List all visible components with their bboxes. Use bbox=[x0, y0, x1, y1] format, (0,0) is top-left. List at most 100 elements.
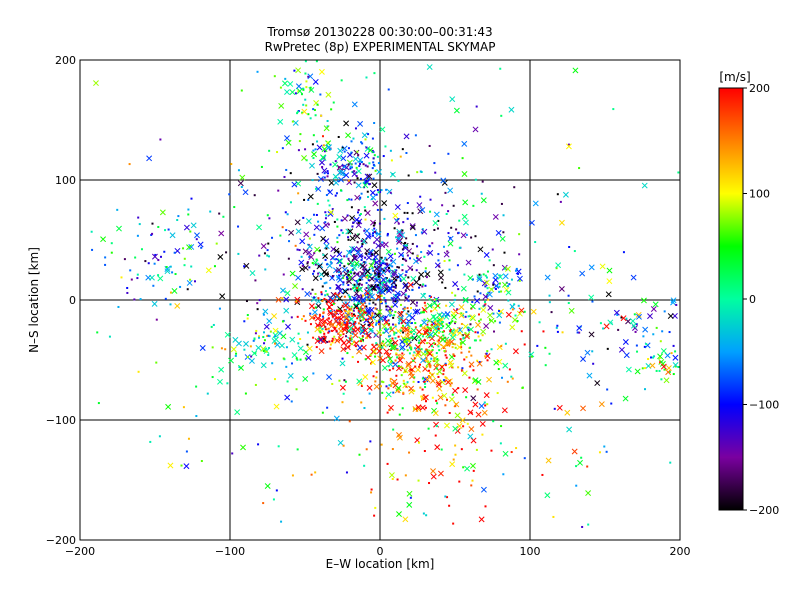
data-point-dot bbox=[195, 238, 198, 241]
data-point-cross bbox=[606, 278, 613, 285]
data-point-dot bbox=[326, 125, 329, 128]
data-point-cross bbox=[351, 255, 358, 262]
data-point-dot bbox=[286, 380, 289, 383]
data-point-dot bbox=[324, 294, 327, 297]
data-point-cross bbox=[461, 171, 468, 177]
data-point-dot bbox=[482, 273, 485, 276]
data-point-dot bbox=[325, 194, 328, 197]
data-point-dot bbox=[362, 272, 365, 275]
data-point-cross bbox=[562, 191, 569, 198]
data-point-dot bbox=[484, 404, 487, 407]
data-point-dot bbox=[320, 339, 323, 342]
data-point-dot bbox=[454, 405, 457, 408]
data-point-cross bbox=[571, 448, 578, 455]
data-point-dot bbox=[133, 298, 136, 301]
data-point-dot bbox=[315, 346, 318, 349]
data-point-cross bbox=[447, 240, 454, 247]
data-point-dot bbox=[374, 303, 377, 306]
data-point-cross bbox=[400, 318, 407, 325]
data-point-dot bbox=[321, 178, 324, 181]
data-point-dot bbox=[391, 448, 394, 451]
data-point-dot bbox=[405, 289, 408, 292]
data-point-dot bbox=[332, 302, 335, 305]
data-point-dot bbox=[392, 289, 395, 292]
data-point-cross bbox=[404, 321, 411, 328]
data-point-dot bbox=[575, 465, 578, 468]
data-point-dot bbox=[444, 376, 447, 379]
data-point-dot bbox=[313, 233, 316, 236]
data-point-dot bbox=[448, 362, 451, 365]
data-point-cross bbox=[452, 281, 459, 287]
data-point-dot bbox=[462, 466, 465, 469]
data-point-cross bbox=[364, 268, 371, 275]
x-tick-label: 100 bbox=[520, 545, 541, 558]
data-point-dot bbox=[500, 345, 503, 348]
data-point-cross bbox=[528, 351, 535, 358]
data-point-dot bbox=[320, 114, 323, 117]
data-point-dot bbox=[567, 294, 570, 297]
data-point-cross bbox=[230, 346, 237, 353]
data-point-dot bbox=[486, 293, 489, 296]
data-point-dot bbox=[578, 331, 581, 334]
data-point-cross bbox=[373, 249, 380, 256]
data-point-dot bbox=[441, 365, 444, 368]
data-point-dot bbox=[403, 306, 406, 309]
data-point-dot bbox=[393, 227, 396, 230]
data-point-dot bbox=[360, 245, 363, 248]
data-point-dot bbox=[332, 101, 335, 104]
data-point-dot bbox=[413, 376, 416, 379]
data-point-dot bbox=[358, 453, 361, 456]
data-point-dot bbox=[323, 332, 326, 335]
data-point-cross bbox=[400, 275, 407, 282]
data-point-dot bbox=[472, 278, 475, 281]
colorbar-tick-label: −100 bbox=[749, 399, 779, 412]
data-point-cross bbox=[432, 355, 439, 362]
data-point-cross bbox=[487, 312, 494, 319]
data-point-dot bbox=[412, 359, 415, 362]
data-point-dot bbox=[96, 331, 99, 334]
data-point-dot bbox=[329, 287, 332, 290]
data-point-cross bbox=[277, 118, 284, 125]
data-point-cross bbox=[634, 368, 641, 375]
data-point-dot bbox=[359, 326, 362, 329]
data-point-cross bbox=[346, 249, 353, 256]
data-point-cross bbox=[375, 293, 382, 300]
data-point-dot bbox=[411, 242, 414, 245]
data-point-dot bbox=[426, 352, 429, 355]
data-point-dot bbox=[368, 183, 371, 186]
data-point-dot bbox=[530, 355, 533, 358]
data-point-dot bbox=[140, 248, 143, 251]
data-point-dot bbox=[339, 264, 342, 267]
data-point-dot bbox=[375, 320, 378, 323]
data-point-cross bbox=[353, 216, 360, 223]
data-point-dot bbox=[389, 149, 392, 152]
data-point-cross bbox=[337, 276, 344, 283]
data-point-cross bbox=[287, 81, 294, 87]
data-point-dot bbox=[434, 320, 437, 323]
data-point-cross bbox=[379, 289, 386, 296]
y-tick-label: 200 bbox=[55, 54, 76, 67]
data-point-dot bbox=[389, 280, 392, 283]
data-point-cross bbox=[329, 322, 336, 328]
data-point-dot bbox=[354, 127, 357, 130]
data-point-dot bbox=[436, 372, 439, 375]
data-point-dot bbox=[392, 391, 395, 394]
data-point-dot bbox=[365, 448, 368, 451]
data-point-dot bbox=[436, 402, 439, 405]
data-point-dot bbox=[336, 218, 339, 221]
data-point-dot bbox=[151, 232, 154, 235]
data-point-dot bbox=[290, 316, 293, 319]
data-point-dot bbox=[257, 443, 260, 446]
data-point-dot bbox=[180, 464, 183, 467]
data-point-dot bbox=[262, 313, 265, 316]
data-point-dot bbox=[254, 279, 257, 282]
data-point-dot bbox=[380, 256, 383, 259]
data-points bbox=[90, 60, 680, 528]
data-point-dot bbox=[523, 457, 526, 460]
data-point-dot bbox=[350, 338, 353, 341]
data-point-dot bbox=[424, 406, 427, 409]
data-point-cross bbox=[304, 291, 311, 297]
data-point-cross bbox=[558, 285, 565, 292]
data-point-dot bbox=[391, 297, 394, 300]
data-point-dot bbox=[253, 337, 256, 340]
